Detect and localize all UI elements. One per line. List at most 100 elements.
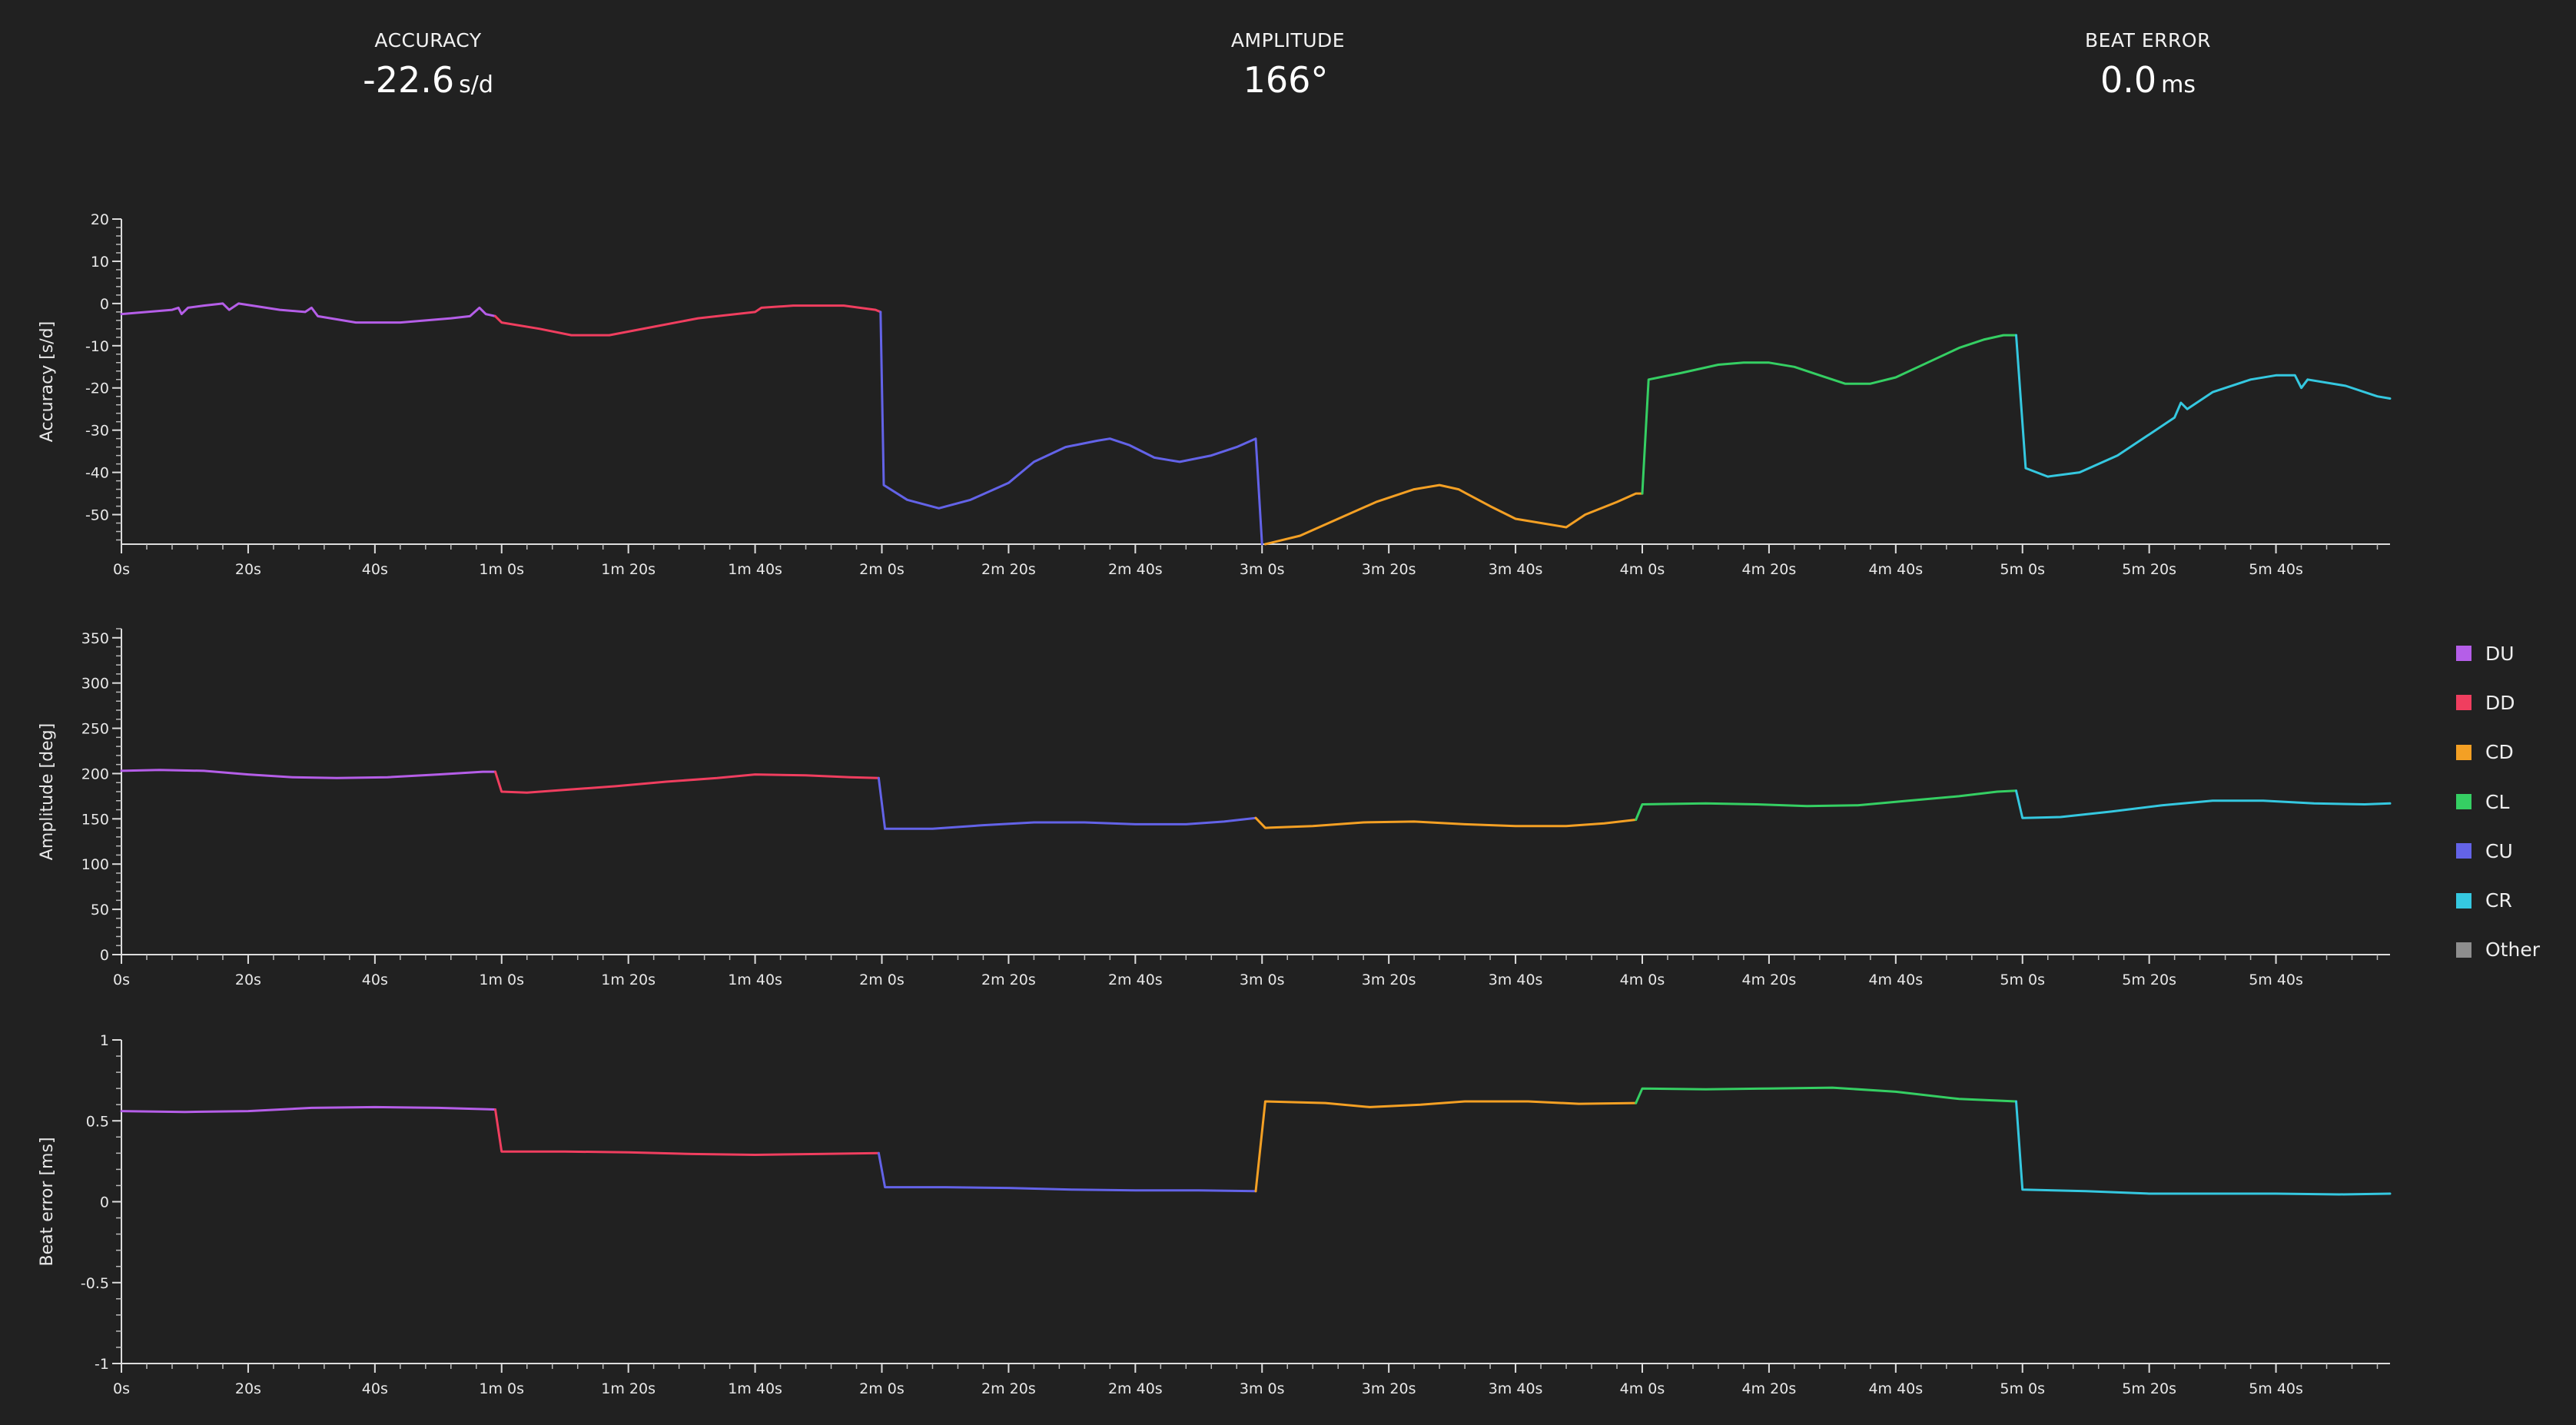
x-tick-label: 2m 0s — [859, 972, 905, 988]
x-tick-label: 3m 40s — [1489, 1380, 1543, 1397]
series-line-cr — [2015, 334, 2392, 478]
chart-panel-2: 350 300 250 200 150 100 50 00s 20s 40s 1m 0s 1m 20s… — [38, 628, 2392, 988]
y-tick-label: 10 — [91, 254, 109, 271]
legend-item-cl[interactable]: CL — [2456, 777, 2540, 826]
accuracy-label: ACCURACY — [374, 29, 482, 51]
beat-error-label: BEAT ERROR — [2085, 29, 2211, 51]
x-tick-label: 4m 0s — [1620, 972, 1665, 988]
x-tick-label: 5m 0s — [2000, 561, 2045, 578]
x-tick-label: 0s — [113, 972, 130, 988]
x-tick-label: 4m 40s — [1868, 1380, 1923, 1397]
y-tick-label: -1 — [95, 1356, 109, 1373]
y-tick-label: 250 — [81, 721, 109, 738]
y-tick-label: 20 — [91, 211, 109, 228]
y-tick-label: 350 — [81, 630, 109, 647]
y-tick-label: 0 — [100, 1194, 109, 1211]
x-tick-label: 2m 40s — [1108, 1380, 1163, 1397]
legend-swatch — [2456, 942, 2471, 958]
x-tick-label: 3m 20s — [1362, 972, 1416, 988]
x-tick-label: 4m 20s — [1742, 1380, 1797, 1397]
series-line-cd — [1263, 483, 1644, 546]
x-tick-label: 4m 0s — [1620, 561, 1665, 578]
legend-swatch — [2456, 646, 2471, 662]
x-tick-label: 3m 20s — [1362, 1380, 1416, 1397]
x-tick-label: 2m 0s — [859, 1380, 905, 1397]
legend-item-cr[interactable]: CR — [2456, 875, 2540, 925]
x-tick-label: 40s — [362, 1380, 388, 1397]
accuracy-stat: ACCURACY -22.6 s/d — [236, 29, 620, 101]
legend-swatch — [2456, 892, 2471, 908]
legend-item-dd[interactable]: DD — [2456, 678, 2540, 727]
x-tick-label: 20s — [235, 561, 261, 578]
chart-panel-1: 20 10 0 -10 -20 -30 -40 -50 0s 20s 40s 1m 0s 1m 20s 1… — [38, 211, 2392, 578]
legend-item-cd[interactable]: CD — [2456, 728, 2540, 777]
legend-label: CU — [2485, 839, 2513, 862]
y-tick-label: 0 — [100, 296, 109, 313]
amplitude-label: AMPLITUDE — [1230, 29, 1346, 51]
x-tick-label: 2m 0s — [859, 561, 905, 578]
legend-label: Other — [2485, 938, 2540, 962]
chart-panel-3: 1 0.5 0 -0.5 -10s 20s 40s 1m 0s 1m 20s 1m 40s 2m 0… — [38, 1032, 2392, 1397]
x-tick-label: 20s — [235, 972, 261, 988]
x-tick-label: 0s — [113, 561, 130, 578]
x-tick-label: 2m 40s — [1108, 561, 1163, 578]
series-line-dd — [494, 1108, 880, 1156]
x-tick-label: 4m 40s — [1868, 561, 1923, 578]
legend-swatch — [2456, 794, 2471, 810]
x-tick-label: 3m 40s — [1489, 972, 1543, 988]
y-tick-label: 0 — [100, 947, 109, 964]
y-axis-title: Beat error [ms] — [38, 1137, 57, 1266]
x-tick-label: 3m 0s — [1240, 561, 1285, 578]
x-tick-label: 1m 40s — [728, 972, 782, 988]
series-line-du — [120, 302, 496, 324]
x-tick-label: 4m 20s — [1742, 972, 1797, 988]
legend-item-other[interactable]: Other — [2456, 925, 2540, 975]
series-line-dd — [494, 304, 882, 337]
y-tick-label: 100 — [81, 856, 109, 873]
x-tick-label: 5m 40s — [2249, 1380, 2303, 1397]
legend-item-du[interactable]: DU — [2456, 629, 2540, 678]
legend-item-cu[interactable]: CU — [2456, 826, 2540, 875]
legend-label: DU — [2485, 642, 2515, 665]
accuracy-value-row: -22.6 s/d — [236, 59, 620, 101]
series-line-cu — [877, 776, 1257, 830]
series-line-cr — [2015, 1100, 2392, 1196]
beat-error-value-row: 0.0 ms — [1956, 59, 2340, 101]
y-tick-label: 0.5 — [86, 1113, 109, 1130]
beat-error-stat: BEAT ERROR 0.0 ms — [1956, 29, 2340, 101]
x-tick-label: 20s — [235, 1380, 261, 1397]
y-tick-label: -10 — [85, 338, 109, 355]
x-tick-label: 5m 20s — [2122, 972, 2176, 988]
series-line-du — [120, 1105, 496, 1114]
x-tick-label: 1m 0s — [479, 972, 524, 988]
legend-label: CL — [2485, 790, 2510, 813]
series-line-cl — [1635, 1086, 2017, 1104]
x-tick-label: 2m 20s — [981, 561, 1036, 578]
y-tick-label: -40 — [85, 465, 109, 482]
x-tick-label: 4m 20s — [1742, 561, 1797, 578]
accuracy-unit: s/d — [459, 71, 493, 98]
y-axis-title: Accuracy [s/d] — [38, 321, 57, 442]
series-line-cu — [879, 311, 1263, 546]
x-tick-label: 5m 20s — [2122, 1380, 2176, 1397]
x-tick-label: 1m 20s — [601, 561, 656, 578]
amplitude-value-row: 166° — [1096, 59, 1480, 101]
x-tick-label: 2m 20s — [981, 972, 1036, 988]
x-tick-label: 5m 20s — [2122, 561, 2176, 578]
x-tick-label: 1m 40s — [728, 1380, 782, 1397]
series-line-cr — [2015, 789, 2392, 819]
x-tick-label: 40s — [362, 561, 388, 578]
x-tick-label: 3m 0s — [1240, 972, 1285, 988]
y-tick-label: -20 — [85, 380, 109, 397]
legend-label: CD — [2485, 741, 2514, 764]
x-tick-label: 0s — [113, 1380, 130, 1397]
x-tick-label: 1m 40s — [728, 561, 782, 578]
series-line-cd — [1254, 1100, 1638, 1193]
beat-error-unit: ms — [2161, 71, 2196, 98]
x-tick-label: 1m 0s — [479, 1380, 524, 1397]
amplitude-stat: AMPLITUDE 166° — [1096, 29, 1480, 101]
y-tick-label: 1 — [100, 1032, 109, 1049]
x-tick-label: 5m 0s — [2000, 972, 2045, 988]
legend-swatch — [2456, 843, 2471, 859]
x-tick-label: 5m 40s — [2249, 972, 2303, 988]
